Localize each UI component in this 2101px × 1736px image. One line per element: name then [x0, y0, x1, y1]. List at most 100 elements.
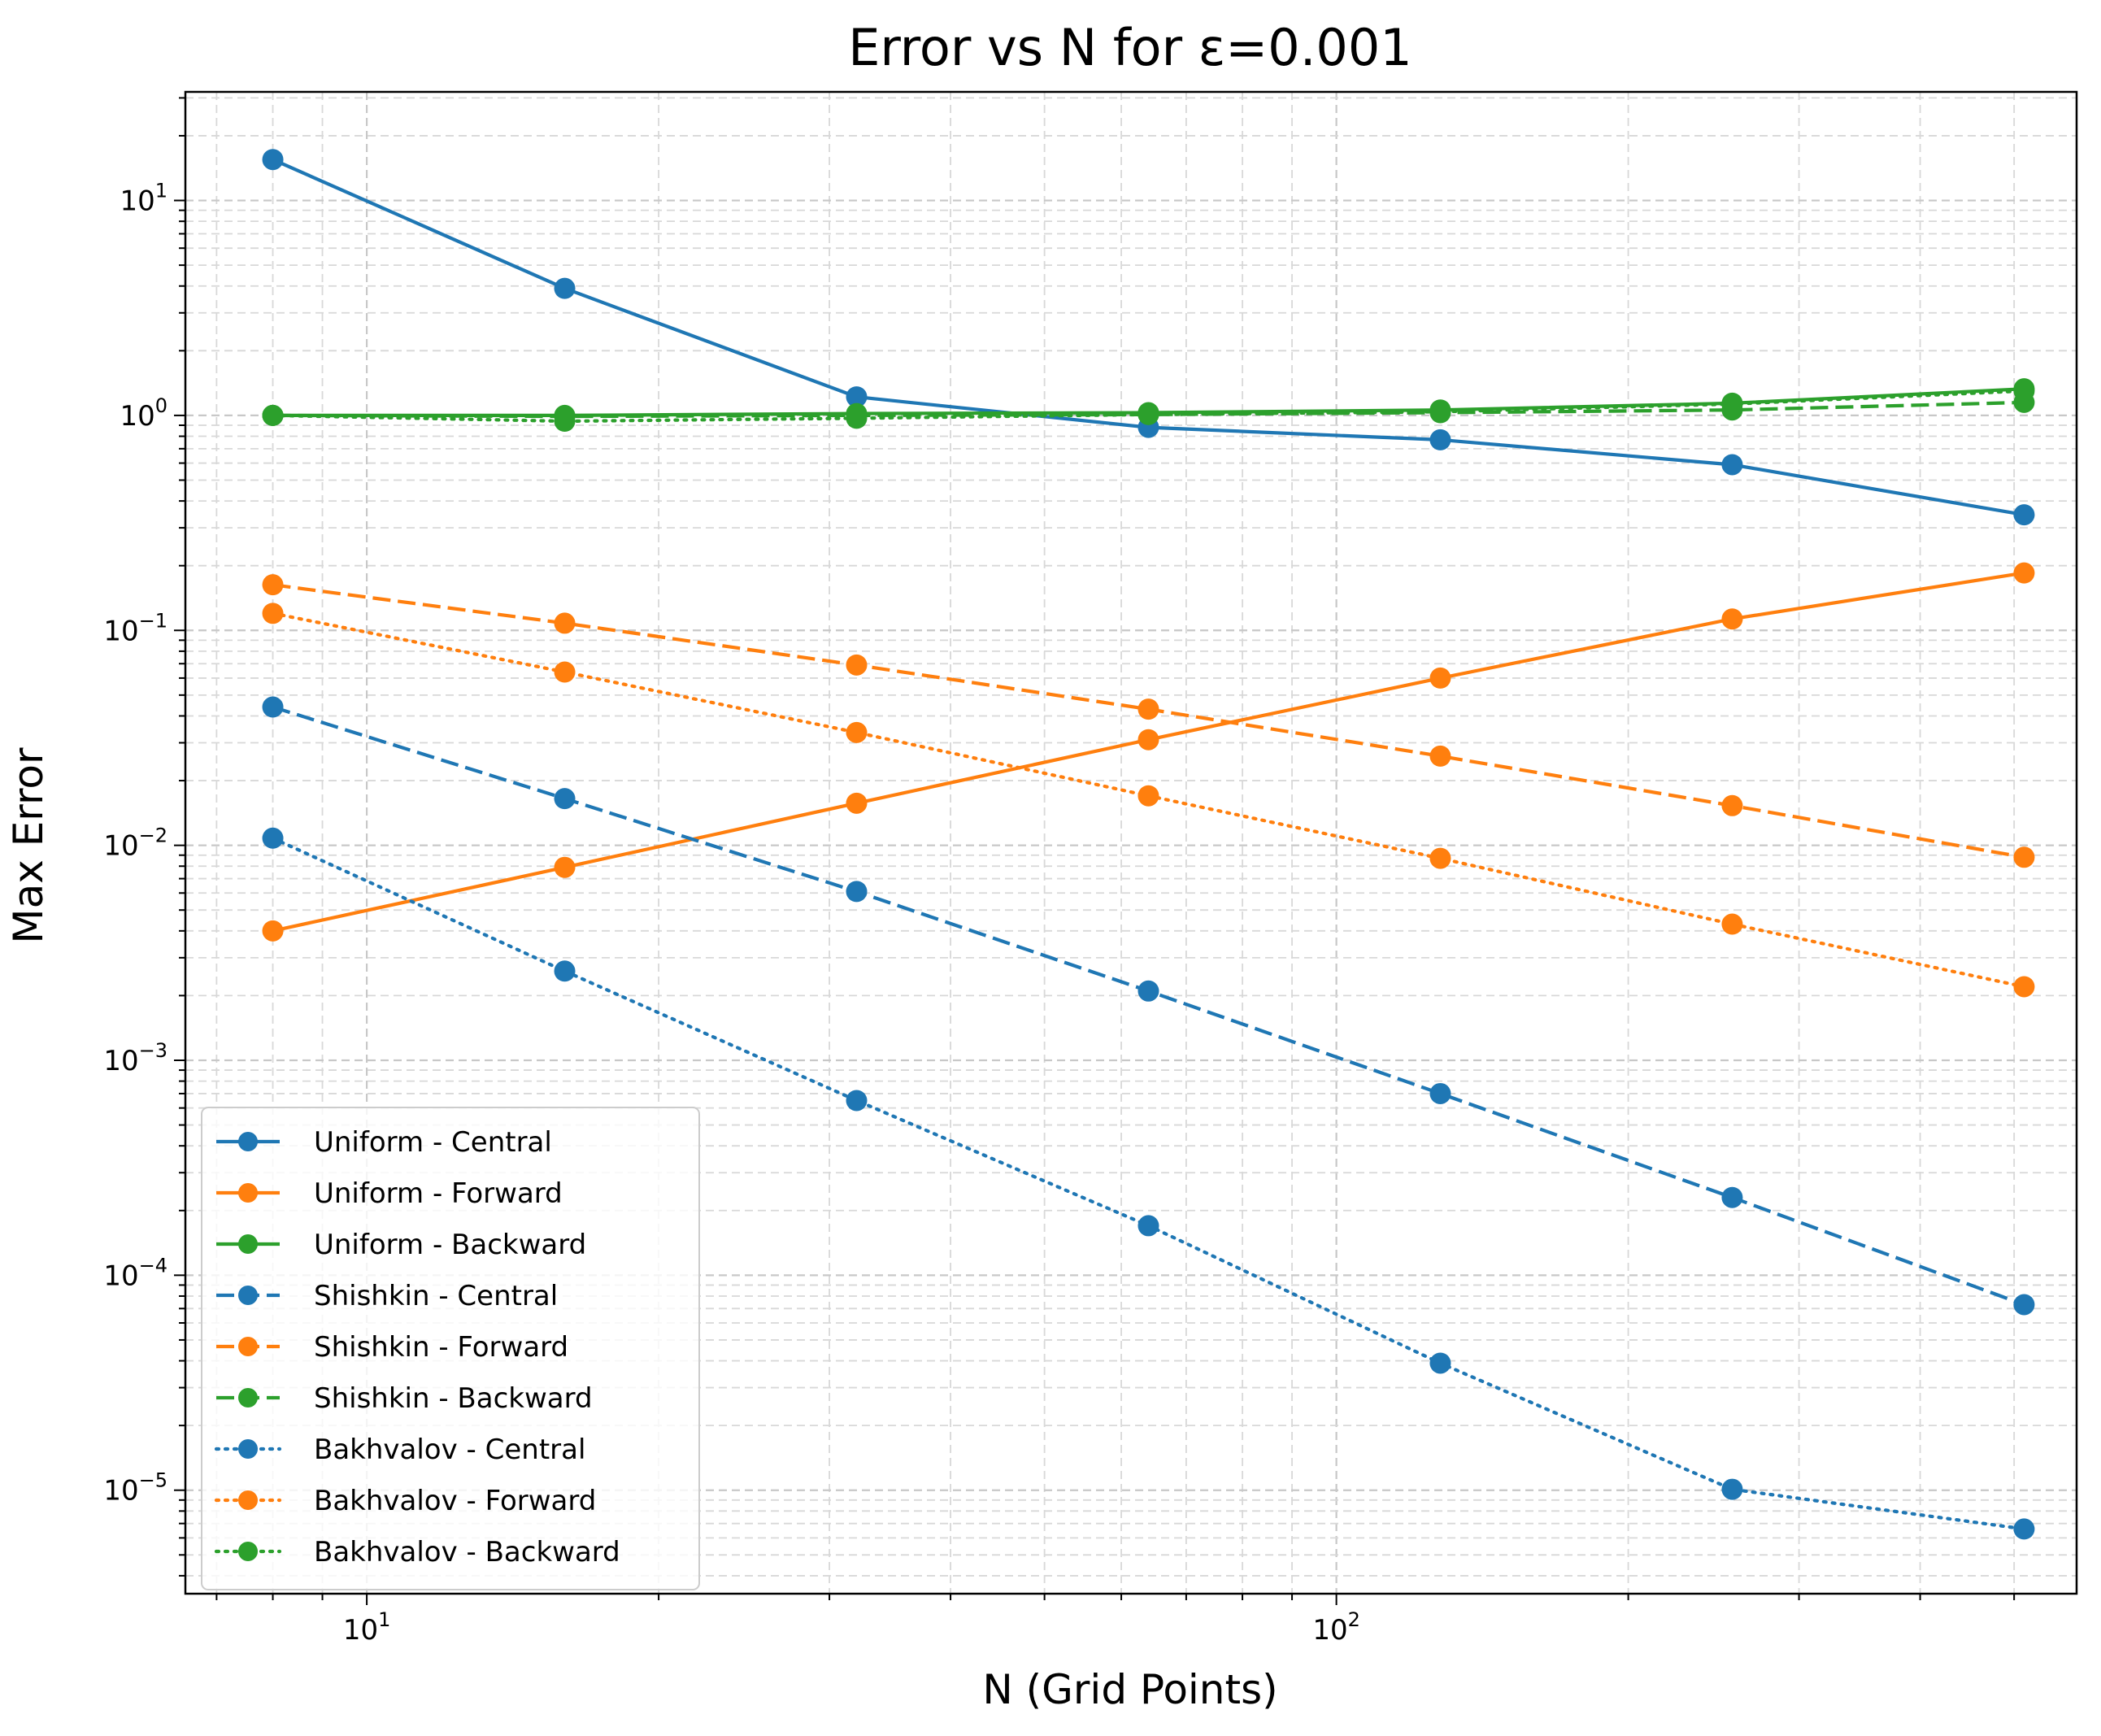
y-tick-label: 101	[120, 180, 167, 218]
data-point	[1429, 1082, 1451, 1104]
plot-frame	[184, 90, 2078, 1595]
plot-series	[262, 149, 2035, 1540]
data-point	[262, 920, 284, 942]
data-point	[2013, 846, 2035, 868]
legend-marker	[238, 1490, 258, 1510]
data-point	[2013, 1294, 2035, 1316]
data-point	[554, 788, 576, 810]
legend-label: Uniform - Backward	[314, 1229, 586, 1261]
y-tick-label: 100	[120, 394, 167, 433]
data-point	[1429, 1352, 1451, 1374]
legend-marker	[238, 1132, 258, 1151]
data-point	[1137, 980, 1159, 1002]
data-point	[554, 277, 576, 299]
x-axis-label: N (Grid Points)	[982, 1666, 1277, 1713]
series-bakhvalov-forward	[262, 603, 2035, 998]
data-point	[1137, 1215, 1159, 1237]
data-point	[1429, 401, 1451, 423]
data-point	[1137, 403, 1159, 425]
data-point	[1721, 608, 1743, 630]
legend-label: Bakhvalov - Central	[314, 1434, 585, 1466]
data-point	[554, 960, 576, 982]
data-point	[554, 856, 576, 878]
data-point	[2013, 1518, 2035, 1540]
data-point	[846, 792, 868, 814]
legend-marker	[238, 1337, 258, 1356]
chart-title: Error vs N for ε=0.001	[848, 18, 1412, 77]
data-point	[846, 1090, 868, 1112]
data-point	[1721, 1186, 1743, 1208]
data-point	[1429, 847, 1451, 869]
x-tick-label: 102	[1312, 1608, 1360, 1647]
data-point	[1429, 429, 1451, 450]
data-point	[1429, 745, 1451, 767]
y-tick-label: 10−1	[103, 609, 167, 647]
data-point	[846, 386, 868, 408]
data-point	[846, 407, 868, 429]
legend-label: Shishkin - Central	[314, 1280, 558, 1312]
data-point	[846, 654, 868, 676]
data-point	[1137, 729, 1159, 751]
data-point	[2013, 976, 2035, 998]
data-point	[2013, 380, 2035, 402]
data-point	[1137, 698, 1159, 720]
data-point	[846, 881, 868, 903]
data-point	[1721, 454, 1743, 476]
data-point	[554, 661, 576, 683]
legend-entry: Shishkin - Forward	[216, 1331, 568, 1364]
series-shishkin-central	[262, 696, 2035, 1316]
data-point	[1721, 913, 1743, 935]
legend-label: Uniform - Central	[314, 1126, 552, 1159]
data-point	[262, 574, 284, 596]
y-tick-label: 10−2	[103, 824, 167, 863]
legend-entry: Shishkin - Central	[216, 1280, 558, 1312]
axis-ticks: 101 102 101 100 10−1 10−2 10−3 10−4 10−5	[103, 97, 2016, 1647]
data-point	[1721, 393, 1743, 415]
legend-entry: Bakhvalov - Forward	[214, 1485, 596, 1517]
legend-marker	[238, 1234, 258, 1254]
legend-label: Shishkin - Forward	[314, 1331, 568, 1364]
data-point	[1137, 785, 1159, 807]
legend-marker	[238, 1183, 258, 1203]
y-tick-label: 10−3	[103, 1039, 167, 1077]
data-point	[2013, 504, 2035, 526]
legend-entry: Bakhvalov - Backward	[214, 1536, 620, 1568]
legend-entry: Uniform - Backward	[216, 1229, 586, 1261]
series-uniform-central	[262, 149, 2035, 526]
legend-label: Shishkin - Backward	[314, 1382, 593, 1415]
data-point	[1721, 1478, 1743, 1500]
data-point	[846, 721, 868, 743]
data-point	[2013, 562, 2035, 584]
series-bakhvalov-central	[262, 827, 2035, 1540]
legend-entry: Uniform - Central	[216, 1126, 552, 1159]
data-point	[554, 612, 576, 634]
data-point	[262, 696, 284, 718]
x-tick-label: 101	[343, 1608, 391, 1647]
y-axis-label: Max Error	[5, 747, 52, 944]
legend-label: Uniform - Forward	[314, 1177, 563, 1210]
series-shishkin-forward	[262, 574, 2035, 868]
data-point	[262, 149, 284, 171]
data-point	[554, 411, 576, 433]
legend-box	[201, 1107, 700, 1590]
legend-entry: Shishkin - Backward	[216, 1382, 593, 1415]
y-tick-label: 10−5	[103, 1469, 167, 1508]
data-point	[1721, 794, 1743, 816]
data-point	[262, 827, 284, 849]
series-bakhvalov-backward	[262, 380, 2035, 433]
legend-entry: Uniform - Forward	[216, 1177, 563, 1210]
data-point	[262, 603, 284, 624]
legend-marker	[238, 1286, 258, 1305]
legend-label: Bakhvalov - Forward	[314, 1485, 596, 1517]
y-tick-label: 10−4	[103, 1254, 167, 1292]
legend-marker	[238, 1439, 258, 1459]
legend-entry: Bakhvalov - Central	[214, 1434, 585, 1466]
legend-label: Bakhvalov - Backward	[314, 1536, 620, 1568]
legend-marker	[238, 1542, 258, 1561]
data-point	[262, 404, 284, 426]
legend: Uniform - Central Uniform - Forward Unifor…	[201, 1107, 700, 1590]
series-uniform-forward	[262, 562, 2035, 942]
data-point	[1429, 667, 1451, 689]
legend-marker	[238, 1388, 258, 1408]
